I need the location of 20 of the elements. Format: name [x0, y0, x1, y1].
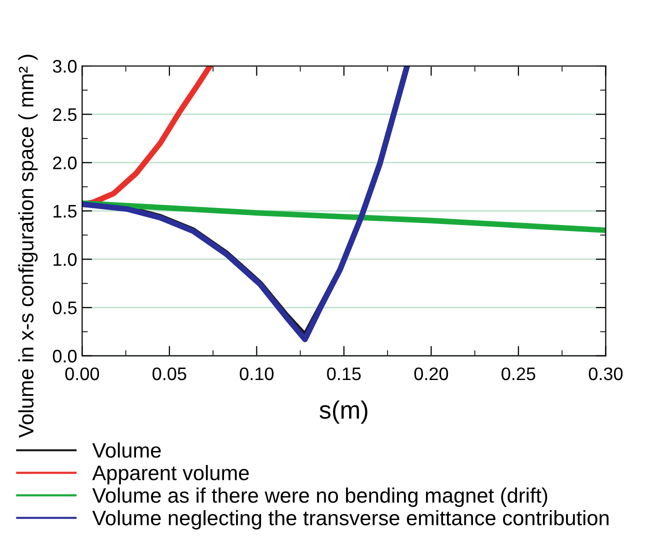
y-tick-label: 1.0 — [54, 253, 77, 266]
legend-label: Volume as if there were no bending magnet (drift) — [92, 488, 548, 507]
x-tick-label: 0.05 — [152, 367, 186, 380]
legend-label: Apparent volume — [92, 464, 249, 484]
y-tick-label: 3.0 — [52, 60, 77, 73]
legend-label: Volume neglecting the transverse emittance contribution — [92, 510, 608, 530]
x-tick-label: 0.15 — [327, 367, 361, 380]
y-axis-title: Volume in x-s configuration space ( mm² ) — [18, 54, 38, 438]
x-tick-label: 0.00 — [65, 367, 100, 380]
x-axis-title: s(m) — [320, 400, 368, 424]
legend-label: Volume — [92, 442, 161, 458]
x-tick-label: 0.30 — [588, 367, 623, 380]
y-tick-label: 1.5 — [54, 205, 77, 218]
x-tick-label: 0.25 — [502, 367, 536, 380]
y-tick-label: 2.5 — [53, 108, 77, 122]
x-tick-label: 0.20 — [414, 367, 448, 380]
y-tick-label: 2.0 — [53, 156, 77, 170]
y-tick-label: 0.5 — [52, 301, 77, 314]
x-tick-label: 0.10 — [240, 367, 274, 380]
y-tick-label: 0.0 — [52, 350, 77, 363]
